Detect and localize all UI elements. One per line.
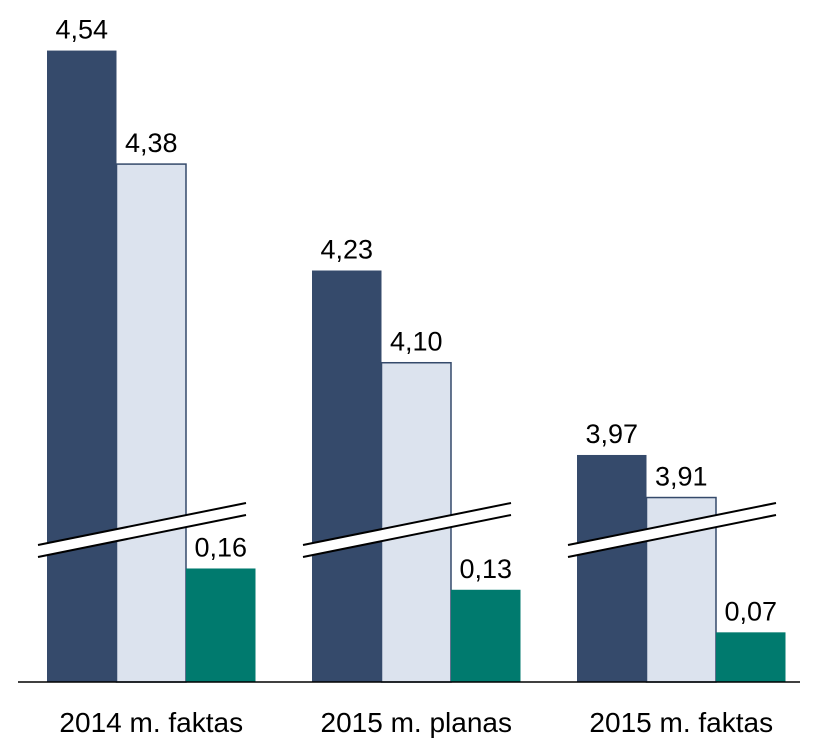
- bar: [186, 568, 256, 682]
- value-label: 4,38: [125, 128, 178, 158]
- value-label: 0,07: [724, 596, 777, 626]
- axis-break-line: [567, 514, 777, 558]
- value-label: 0,16: [194, 532, 247, 562]
- category-label: 2014 m. faktas: [59, 707, 243, 738]
- category-label: 2015 m. faktas: [589, 707, 773, 738]
- axis-break-line: [302, 514, 512, 558]
- axis-break-line: [567, 502, 777, 546]
- axis-break: [303, 503, 511, 557]
- axis-break: [38, 503, 246, 557]
- bar: [577, 454, 647, 682]
- bar: [115, 163, 187, 683]
- category-label: 2015 m. planas: [321, 707, 512, 738]
- value-label: 0,13: [459, 554, 512, 584]
- axis-break-line: [37, 514, 247, 558]
- value-label: 3,91: [655, 462, 708, 492]
- value-label: 3,97: [585, 419, 638, 449]
- axis-break-line: [37, 502, 247, 546]
- bar: [716, 632, 786, 682]
- bar: [312, 270, 382, 682]
- bar: [451, 589, 521, 682]
- bar: [47, 50, 117, 682]
- value-label: 4,23: [320, 235, 373, 265]
- value-label: 4,54: [55, 15, 108, 45]
- value-label: 4,10: [390, 327, 443, 357]
- axis-break-line: [302, 502, 512, 546]
- axis-break: [568, 503, 776, 557]
